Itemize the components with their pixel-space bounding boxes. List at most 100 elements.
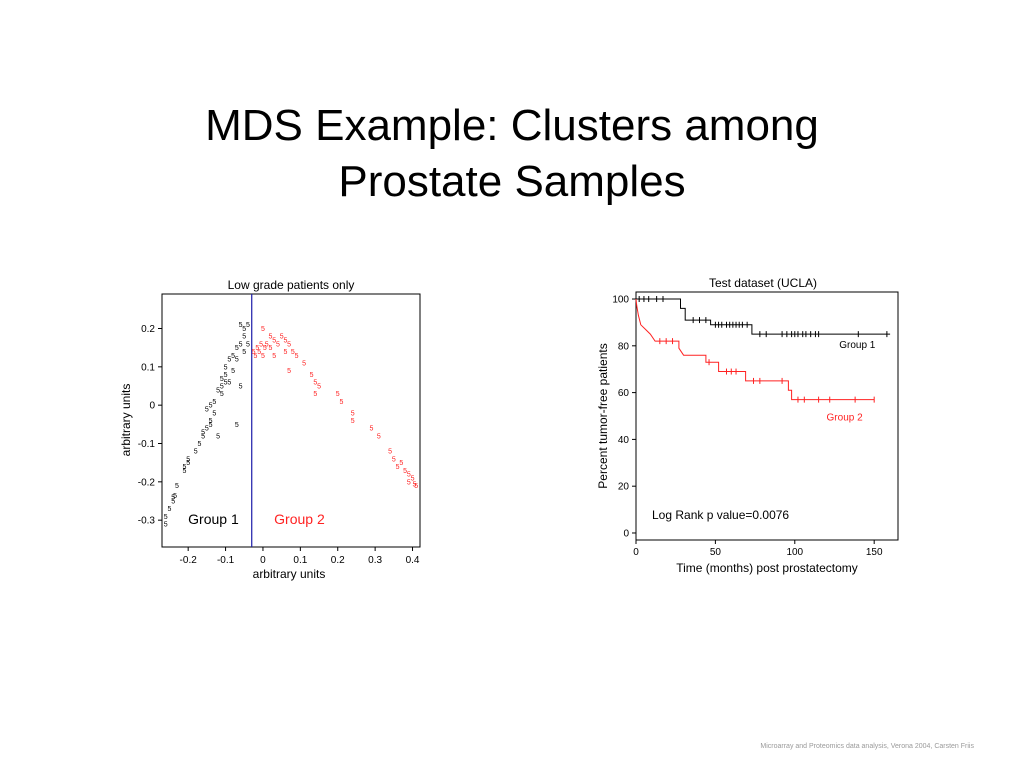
scatter-point-group-1: 5 (227, 380, 231, 387)
scatter-y-tick-label: 0.1 (141, 362, 155, 373)
scatter-point-group-1: 5 (173, 493, 177, 500)
scatter-point-group-1: 5 (242, 349, 246, 356)
scatter-point-group-1: 5 (220, 376, 224, 383)
scatter-point-group-2: 5 (261, 326, 265, 333)
scatter-point-group-1: 5 (239, 322, 243, 329)
scatter-point-group-1: 5 (182, 468, 186, 475)
scatter-point-group-2: 5 (302, 361, 306, 368)
km-x-tick-label: 150 (866, 547, 883, 558)
mds-scatter-chart: Low grade patients only -0.2 -0.1 0 0.1 0.2 0… (119, 278, 421, 581)
scatter-x-tick-label: 0.3 (368, 555, 382, 566)
scatter-point-group-2: 5 (295, 353, 299, 360)
scatter-title: Low grade patients only (228, 278, 355, 292)
km-curve-group-1 (636, 298, 891, 335)
scatter-point-group-2: 5 (412, 481, 416, 488)
km-y-tick-label: 0 (623, 528, 629, 539)
scatter-point-group-2: 5 (257, 349, 261, 356)
scatter-point-group-2: 5 (407, 472, 411, 479)
scatter-point-group-2: 5 (276, 341, 280, 348)
scatter-point-group-1: 5 (182, 464, 186, 471)
scatter-x-axis-label: arbitrary units (253, 567, 326, 581)
scatter-y-tick-label: -0.1 (138, 439, 156, 450)
scatter-point-group-2: 5 (287, 341, 291, 348)
kaplan-meier-chart: Test dataset (UCLA) 0 50 100 150 0 20 40 60 80 1… (596, 276, 899, 575)
scatter-point-group-1: 5 (171, 495, 175, 502)
scatter-point-group-2: 5 (313, 380, 317, 387)
scatter-group-label-2: Group 2 (274, 511, 325, 527)
km-plot-frame (635, 291, 899, 541)
scatter-point-group-2: 5 (255, 345, 259, 352)
scatter-point-group-1: 5 (239, 341, 243, 348)
scatter-point-group-2: 5 (272, 338, 276, 345)
scatter-point-group-1: 5 (246, 322, 250, 329)
km-y-tick-label: 40 (618, 435, 630, 446)
scatter-point-group-1: 5 (220, 384, 224, 391)
km-x-axis-label: Time (months) post prostatectomy (676, 561, 858, 575)
scatter-point-group-2: 5 (291, 349, 295, 356)
scatter-plot-frame (161, 293, 421, 548)
slide-title-line-1: MDS Example: Clusters among (205, 101, 819, 150)
km-annotation: Log Rank p value=0.0076 (652, 508, 789, 522)
scatter-point-group-2: 5 (414, 483, 418, 490)
scatter-group-label-1: Group 1 (188, 511, 239, 527)
scatter-y-tick-label: -0.2 (138, 477, 156, 488)
scatter-point-group-1: 5 (209, 418, 213, 425)
scatter-point-group-2: 5 (252, 349, 256, 356)
scatter-point-group-1: 5 (209, 403, 213, 410)
scatter-point-group-2: 5 (388, 449, 392, 456)
km-y-tick-label: 60 (618, 388, 630, 399)
scatter-point-group-1: 5 (197, 441, 201, 448)
scatter-point-group-2: 5 (313, 391, 317, 398)
scatter-point-group-2: 5 (399, 460, 403, 467)
scatter-point-group-1: 5 (239, 384, 243, 391)
km-x-tick-label: 50 (710, 547, 722, 558)
km-y-axis-label: Percent tumor-free patients (596, 343, 610, 488)
scatter-point-group-2: 5 (392, 456, 396, 463)
scatter-point-group-2: 5 (396, 464, 400, 471)
scatter-point-group-2: 5 (411, 476, 415, 483)
scatter-point-group-2: 5 (261, 353, 265, 360)
scatter-point-group-2: 5 (280, 334, 284, 341)
scatter-point-group-2: 5 (351, 418, 355, 425)
scatter-point-group-1: 5 (224, 372, 228, 379)
scatter-point-group-1: 5 (235, 345, 239, 352)
scatter-point-group-1: 5 (168, 506, 172, 513)
scatter-x-tick-label: 0.2 (331, 555, 345, 566)
km-y-tick-label: 100 (612, 295, 629, 306)
scatter-point-group-1: 5 (235, 422, 239, 429)
km-curve-group-2 (635, 298, 875, 401)
scatter-point-group-1: 5 (194, 449, 198, 456)
scatter-y-tick-label: 0 (149, 401, 155, 412)
scatter-x-tick-label: 0.1 (293, 555, 307, 566)
km-series-label-group-2: Group 2 (827, 413, 864, 424)
slide-footer: Microarray and Proteomics data analysis,… (760, 743, 974, 750)
scatter-point-group-1: 5 (216, 433, 220, 440)
scatter-point-group-2: 5 (340, 399, 344, 406)
scatter-point-group-2: 5 (377, 433, 381, 440)
scatter-point-group-1: 5 (246, 341, 250, 348)
scatter-point-group-2: 5 (317, 384, 321, 391)
scatter-point-group-2: 5 (263, 345, 267, 352)
km-y-tick-label: 80 (618, 341, 630, 352)
scatter-point-group-1: 5 (186, 456, 190, 463)
scatter-point-group-1: 5 (205, 407, 209, 414)
scatter-point-group-2: 5 (351, 410, 355, 417)
scatter-x-tick-label: 0.4 (406, 555, 420, 566)
km-title: Test dataset (UCLA) (709, 276, 817, 290)
scatter-point-group-2: 5 (259, 341, 263, 348)
scatter-point-group-1: 5 (220, 391, 224, 398)
scatter-point-group-1: 5 (175, 483, 179, 490)
km-x-tick-label: 0 (633, 547, 639, 558)
scatter-y-axis-label: arbitrary units (119, 384, 133, 457)
slide-title-line-2: Prostate Samples (338, 157, 686, 206)
scatter-y-tick-label: 0.2 (141, 324, 155, 335)
scatter-point-group-1: 5 (212, 410, 216, 417)
scatter-point-group-1: 5 (171, 499, 175, 506)
scatter-point-group-1: 5 (201, 430, 205, 437)
scatter-point-group-2: 5 (403, 468, 407, 475)
scatter-point-group-1: 5 (212, 399, 216, 406)
scatter-point-group-2: 5 (336, 391, 340, 398)
scatter-point-group-2: 5 (272, 353, 276, 360)
scatter-point-group-1: 5 (231, 368, 235, 375)
scatter-y-tick-label: -0.3 (138, 516, 156, 527)
